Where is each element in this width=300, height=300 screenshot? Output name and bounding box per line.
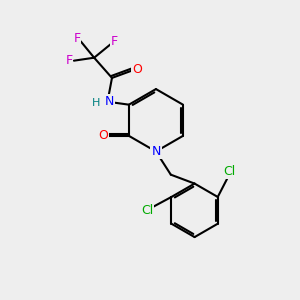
Text: N: N (151, 145, 160, 158)
Text: H: H (92, 98, 100, 108)
Text: Cl: Cl (141, 204, 153, 218)
Text: O: O (98, 129, 108, 142)
Text: F: F (65, 54, 72, 67)
Text: F: F (73, 32, 80, 45)
Text: Cl: Cl (224, 165, 236, 178)
Text: O: O (132, 62, 142, 76)
Text: F: F (111, 35, 118, 49)
Text: N: N (104, 95, 114, 108)
